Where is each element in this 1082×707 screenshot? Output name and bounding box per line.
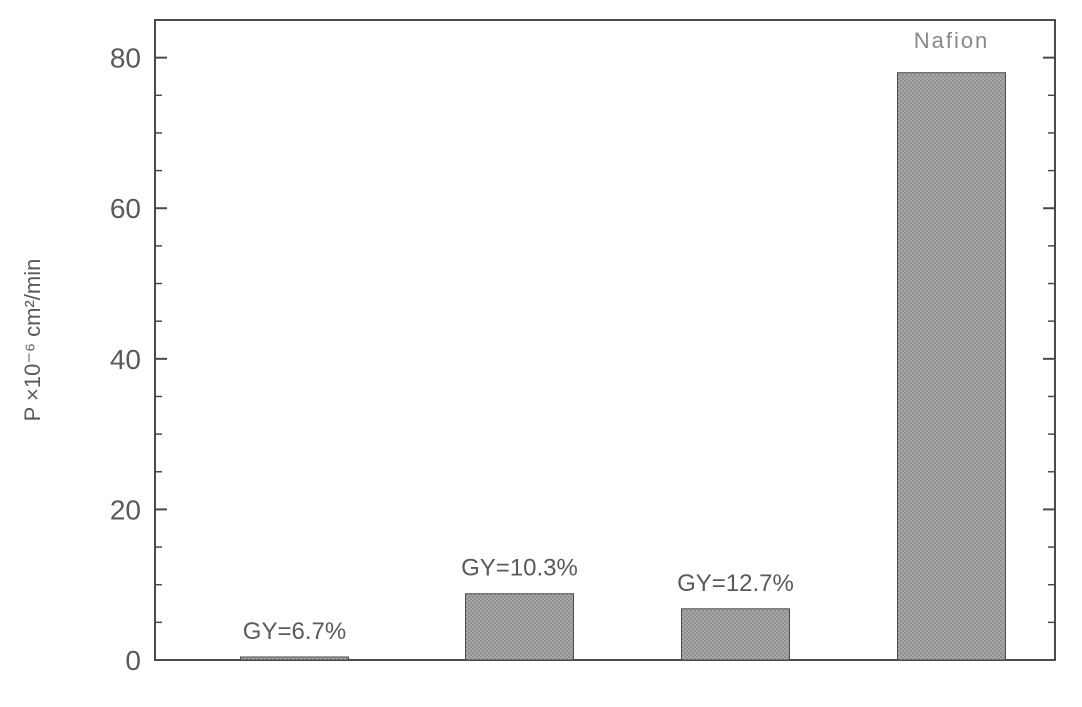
bars-group: [241, 73, 1006, 660]
y-tick-label: 60: [110, 193, 141, 224]
y-tick-label: 40: [110, 344, 141, 375]
bar-label: GY=6.7%: [243, 618, 346, 645]
bar-label: GY=10.3%: [461, 555, 578, 582]
y-tick-label: 0: [125, 645, 141, 676]
y-tick-label: 80: [110, 43, 141, 74]
y-tick-label: 20: [110, 494, 141, 525]
y-axis-label: P ×10⁻⁶ cm²/min: [20, 259, 45, 422]
bar-label: Nafion: [914, 28, 990, 53]
bar-labels-group: GY=6.7% GY=10.3% GY=12.7% Nafion: [243, 28, 990, 645]
bar: [898, 73, 1006, 660]
y-axis-tick-labels: 0 20 40 60 80: [110, 43, 141, 676]
chart-svg: 0 20 40 60 80 P ×10⁻⁶ cm²/min GY=6.7% GY=10.3…: [0, 0, 1082, 707]
bar: [466, 594, 574, 660]
bar-label: GY=12.7%: [677, 570, 794, 597]
bar: [241, 657, 349, 660]
bar: [682, 609, 790, 660]
chart-container: { "chart": { "type": "bar", "plot": { "x…: [0, 0, 1082, 707]
